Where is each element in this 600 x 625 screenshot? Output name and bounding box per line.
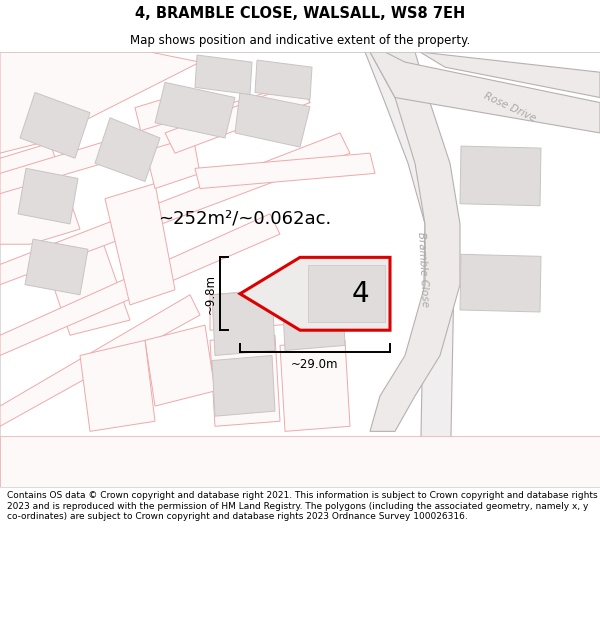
Polygon shape — [0, 214, 280, 356]
Text: Rose Drive: Rose Drive — [482, 91, 538, 124]
Text: 4, BRAMBLE CLOSE, WALSALL, WS8 7EH: 4, BRAMBLE CLOSE, WALSALL, WS8 7EH — [135, 6, 465, 21]
Text: Bramble Close: Bramble Close — [416, 232, 430, 308]
Polygon shape — [210, 335, 280, 426]
Polygon shape — [282, 284, 345, 351]
Polygon shape — [0, 295, 200, 426]
Polygon shape — [0, 436, 600, 487]
Polygon shape — [195, 55, 252, 94]
Polygon shape — [308, 266, 385, 322]
Polygon shape — [370, 52, 600, 133]
Polygon shape — [255, 60, 312, 99]
Polygon shape — [95, 118, 160, 181]
Text: Contains OS data © Crown copyright and database right 2021. This information is : Contains OS data © Crown copyright and d… — [7, 491, 598, 521]
Polygon shape — [135, 92, 200, 189]
Polygon shape — [155, 82, 235, 138]
Polygon shape — [212, 290, 275, 356]
Polygon shape — [0, 82, 310, 194]
Polygon shape — [460, 146, 541, 206]
Polygon shape — [165, 82, 310, 153]
Text: ~252m²/~0.062ac.: ~252m²/~0.062ac. — [158, 210, 332, 228]
Polygon shape — [195, 153, 375, 189]
Polygon shape — [280, 341, 350, 431]
Polygon shape — [240, 258, 390, 330]
Text: ~9.8m: ~9.8m — [203, 274, 217, 314]
Polygon shape — [0, 52, 200, 153]
Polygon shape — [212, 356, 275, 416]
Polygon shape — [0, 143, 80, 244]
Text: ~29.0m: ~29.0m — [291, 358, 339, 371]
Polygon shape — [80, 341, 155, 431]
Polygon shape — [365, 52, 455, 487]
Polygon shape — [40, 234, 130, 335]
Text: Map shows position and indicative extent of the property.: Map shows position and indicative extent… — [130, 34, 470, 47]
Polygon shape — [20, 92, 90, 158]
Text: 4: 4 — [351, 280, 369, 308]
Polygon shape — [105, 184, 175, 305]
Polygon shape — [0, 133, 350, 284]
Polygon shape — [235, 92, 310, 147]
Polygon shape — [460, 254, 541, 312]
Polygon shape — [420, 52, 600, 98]
Polygon shape — [25, 239, 88, 295]
Polygon shape — [18, 168, 78, 224]
Polygon shape — [370, 52, 460, 431]
Polygon shape — [145, 325, 215, 406]
Polygon shape — [210, 284, 345, 330]
